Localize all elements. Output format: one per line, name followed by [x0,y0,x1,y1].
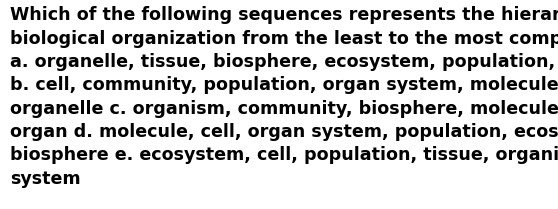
Text: Which of the following sequences represents the hierarchy of
biological organiza: Which of the following sequences represe… [10,6,558,187]
